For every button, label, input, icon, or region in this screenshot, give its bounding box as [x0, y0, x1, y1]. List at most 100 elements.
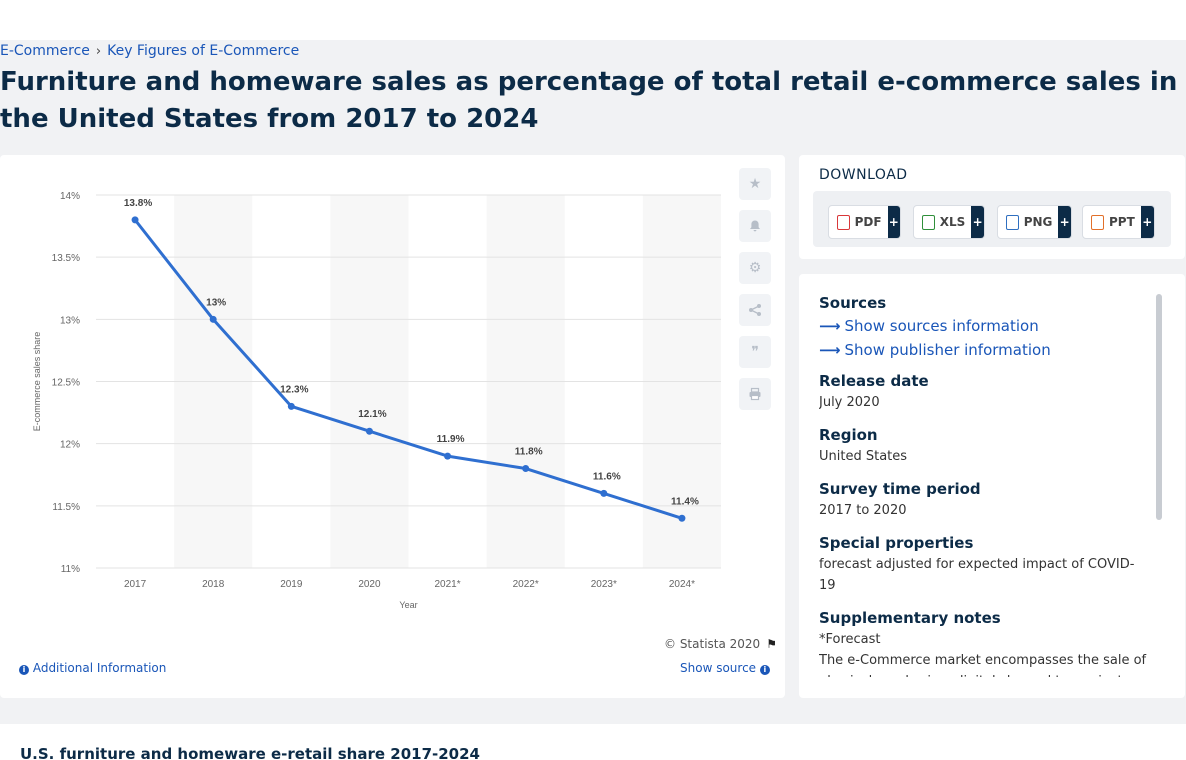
- copyright-text: © Statista 2020: [664, 637, 761, 651]
- x-axis-label: Year: [399, 600, 417, 610]
- arrow-right-icon: ⟶: [819, 341, 841, 359]
- data-point: [131, 216, 139, 224]
- x-tick-label: 2018: [202, 579, 225, 590]
- download-buttons: PDF + XLS + PNG + PPT +: [813, 191, 1171, 247]
- flag-icon[interactable]: ⚑: [766, 637, 777, 651]
- copyright: © Statista 2020 ⚑: [664, 637, 777, 651]
- y-axis-label: E-commerce sales share: [32, 332, 42, 432]
- ppt-file-icon: [1091, 214, 1104, 230]
- quote-icon[interactable]: ❞: [739, 336, 771, 368]
- info-icon: i: [759, 665, 770, 675]
- data-label: 11.4%: [671, 496, 699, 507]
- x-tick-label: 2017: [124, 579, 147, 590]
- share-icon[interactable]: [739, 294, 771, 326]
- pdf-file-icon: [837, 214, 850, 230]
- plus-icon: +: [887, 206, 900, 238]
- supplementary-notes-forecast: *Forecast: [819, 632, 881, 647]
- show-source-label: Show source: [680, 661, 757, 675]
- breadcrumb: E-Commerce › Key Figures of E-Commerce: [0, 43, 299, 59]
- show-sources-label: Show sources information: [844, 317, 1039, 335]
- y-tick-label: 12.5%: [52, 378, 80, 389]
- plus-icon: +: [971, 206, 984, 238]
- download-ppt-label: PPT: [1109, 215, 1135, 229]
- show-source-link[interactable]: Show source i: [680, 661, 770, 675]
- region-value: United States: [819, 449, 908, 464]
- additional-info-link[interactable]: i Additional Information: [19, 661, 166, 675]
- data-point: [365, 427, 373, 435]
- print-icon[interactable]: [739, 378, 771, 410]
- download-xls-label: XLS: [939, 215, 966, 229]
- data-point: [522, 465, 530, 473]
- related-title: U.S. furniture and homeware e-retail sha…: [20, 745, 480, 760]
- special-properties-value: forecast adjusted for expected impact of…: [819, 557, 1135, 593]
- region-heading: Region: [819, 426, 878, 444]
- x-tick-label: 2024*: [669, 579, 695, 590]
- related-card: U.S. furniture and homeware e-retail sha…: [0, 724, 1186, 760]
- download-png-button[interactable]: PNG +: [997, 205, 1072, 239]
- download-xls-button[interactable]: XLS +: [913, 205, 985, 239]
- breadcrumb-key-figures[interactable]: Key Figures of E-Commerce: [107, 43, 300, 59]
- line-chart: 11% 11.5% 12% 12.5% 13% 13.5% 14% 2017 2018 2019 2…: [32, 191, 721, 610]
- data-point: [287, 402, 295, 410]
- y-tick-label: 12%: [60, 440, 80, 451]
- data-point: [600, 489, 608, 497]
- supplementary-notes-heading: Supplementary notes: [819, 609, 1001, 627]
- sources-heading: Sources: [819, 294, 887, 312]
- y-tick-label: 13%: [60, 315, 80, 326]
- show-publisher-link[interactable]: ⟶ Show publisher information: [819, 338, 1149, 362]
- release-date-value: July 2020: [819, 395, 880, 410]
- chevron-right-icon: ›: [95, 44, 102, 59]
- data-label: 13.8%: [124, 198, 152, 209]
- chart-toolbar: ★ ⚙ ❞: [739, 168, 771, 420]
- series-line: [133, 218, 683, 520]
- data-label: 11.6%: [593, 471, 621, 482]
- data-label: 13%: [206, 297, 226, 308]
- data-label: 11.8%: [515, 447, 543, 458]
- y-tick-label: 11%: [61, 564, 80, 575]
- top-bar: [0, 0, 1186, 40]
- y-tick-label: 11.5%: [52, 502, 80, 513]
- scrollbar[interactable]: [1156, 294, 1162, 520]
- statistic-details-scroll[interactable]: Sources ⟶ Show sources information ⟶ Show …: [819, 294, 1149, 677]
- statistic-details-card: Sources ⟶ Show sources information ⟶ Show …: [799, 274, 1185, 698]
- bell-icon[interactable]: [739, 210, 771, 242]
- show-sources-link[interactable]: ⟶ Show sources information: [819, 314, 1149, 338]
- star-icon[interactable]: ★: [739, 168, 771, 200]
- plus-icon: +: [1058, 206, 1071, 238]
- download-pdf-label: PDF: [854, 215, 882, 229]
- arrow-right-icon: ⟶: [819, 317, 841, 335]
- chart-card: 11% 11.5% 12% 12.5% 13% 13.5% 14% 2017 2018 2019 2…: [0, 155, 785, 698]
- breadcrumb-ecommerce[interactable]: E-Commerce: [0, 43, 90, 59]
- additional-info-label: Additional Information: [32, 661, 167, 675]
- download-pdf-button[interactable]: PDF +: [828, 205, 901, 239]
- x-tick-label: 2022*: [513, 579, 539, 590]
- special-properties-heading: Special properties: [819, 534, 974, 552]
- x-tick-label: 2020: [358, 579, 381, 590]
- release-date-heading: Release date: [819, 372, 929, 390]
- data-label: 12.1%: [358, 409, 386, 420]
- data-point: [209, 315, 217, 323]
- supplementary-notes-text: The e-Commerce market encompasses the sa…: [819, 653, 1147, 677]
- x-tick-label: 2019: [280, 579, 303, 590]
- png-file-icon: [1006, 214, 1019, 230]
- gear-icon[interactable]: ⚙: [739, 252, 771, 284]
- survey-period-value: 2017 to 2020: [819, 503, 907, 518]
- page-title: Furniture and homeware sales as percenta…: [0, 67, 1178, 134]
- data-label: 11.9%: [437, 434, 465, 445]
- download-card: DOWNLOAD PDF + XLS + PNG + PPT +: [799, 155, 1185, 259]
- xls-file-icon: [922, 214, 935, 230]
- download-ppt-button[interactable]: PPT +: [1082, 205, 1155, 239]
- data-point: [444, 452, 452, 460]
- x-tick-label: 2023*: [591, 579, 617, 590]
- download-title: DOWNLOAD: [819, 167, 908, 183]
- survey-period-heading: Survey time period: [819, 480, 981, 498]
- y-tick-label: 13.5%: [52, 253, 80, 264]
- data-point: [678, 514, 686, 522]
- plus-icon: +: [1140, 206, 1154, 238]
- download-png-label: PNG: [1023, 215, 1053, 229]
- show-publisher-label: Show publisher information: [844, 341, 1051, 359]
- y-tick-label: 14%: [60, 191, 80, 202]
- x-tick-label: 2021*: [434, 579, 460, 590]
- info-icon: i: [19, 665, 29, 675]
- data-label: 12.3%: [280, 384, 308, 395]
